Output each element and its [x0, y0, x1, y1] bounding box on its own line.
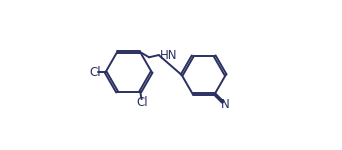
Text: HN: HN [160, 49, 177, 62]
Text: N: N [221, 98, 230, 111]
Text: Cl: Cl [89, 66, 101, 79]
Text: Cl: Cl [136, 96, 148, 109]
